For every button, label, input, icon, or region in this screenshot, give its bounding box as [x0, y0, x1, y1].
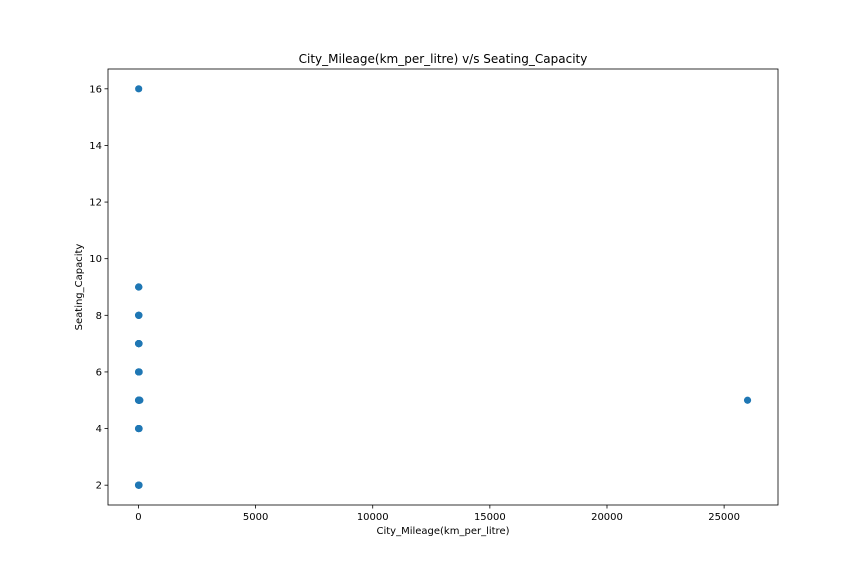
chart-title: City_Mileage(km_per_litre) v/s Seating_C… [299, 52, 588, 66]
x-tick-label: 5000 [243, 512, 268, 523]
x-tick-label: 0 [135, 512, 141, 523]
x-axis: 0 5000 10000 15000 20000 25000 [135, 505, 740, 523]
x-axis-label: City_Mileage(km_per_litre) [376, 526, 509, 537]
scatter-point [135, 340, 143, 348]
scatter-point [135, 424, 143, 433]
y-tick-label: 2 [96, 481, 102, 492]
points-layer [134, 85, 752, 489]
y-tick-label: 12 [89, 198, 102, 209]
x-tick-label: 25000 [708, 512, 740, 523]
y-tick-label: 8 [96, 311, 102, 322]
y-axis: 2 4 6 8 10 12 14 16 [89, 84, 108, 492]
y-tick-label: 4 [96, 424, 102, 435]
scatter-point [135, 283, 143, 291]
y-tick-label: 16 [89, 84, 102, 95]
scatter-point [743, 396, 752, 404]
y-axis-label: Seating_Capacity [74, 244, 85, 331]
scatter-point [135, 85, 143, 93]
x-tick-label: 10000 [357, 512, 389, 523]
x-tick-label: 15000 [474, 512, 506, 523]
scatter-point [135, 481, 143, 489]
y-tick-label: 6 [96, 367, 102, 378]
x-tick-label: 20000 [591, 512, 623, 523]
scatter-point [135, 311, 143, 319]
y-tick-label: 10 [89, 254, 102, 265]
y-tick-label: 14 [89, 141, 102, 152]
scatter-point [136, 396, 144, 404]
scatter-point [135, 368, 143, 376]
plot-frame [107, 68, 779, 506]
